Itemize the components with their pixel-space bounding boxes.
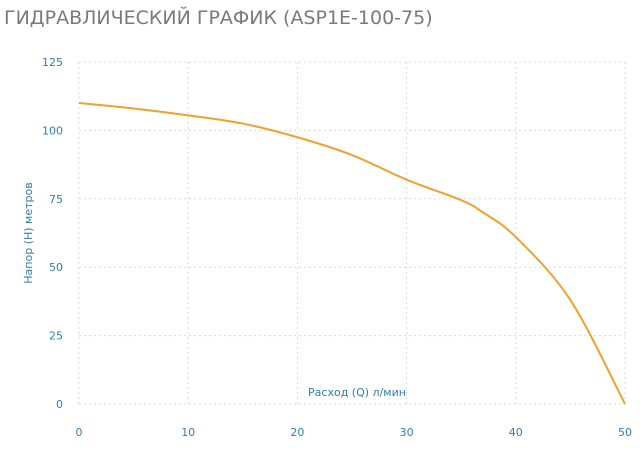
chart-title: ГИДРАВЛИЧЕСКИЙ ГРАФИК (ASP1E-100-75) [4, 6, 433, 29]
y-tick-label: 0 [56, 398, 63, 411]
y-tick-label: 100 [42, 124, 63, 137]
y-tick-label: 75 [49, 193, 63, 206]
x-tick-label: 0 [76, 426, 83, 439]
x-tick-label: 40 [509, 426, 523, 439]
x-tick-label: 20 [290, 426, 304, 439]
x-axis-label: Расход (Q) л/мин [308, 386, 406, 399]
y-tick-label: 50 [49, 261, 63, 274]
x-tick-label: 10 [181, 426, 195, 439]
x-tick-label: 30 [400, 426, 414, 439]
y-tick-label: 25 [49, 330, 63, 343]
data-line [78, 102, 626, 405]
y-axis-label: Напор (H) метров [22, 182, 35, 283]
x-tick-label: 50 [618, 426, 632, 439]
y-tick-label: 125 [42, 56, 63, 69]
